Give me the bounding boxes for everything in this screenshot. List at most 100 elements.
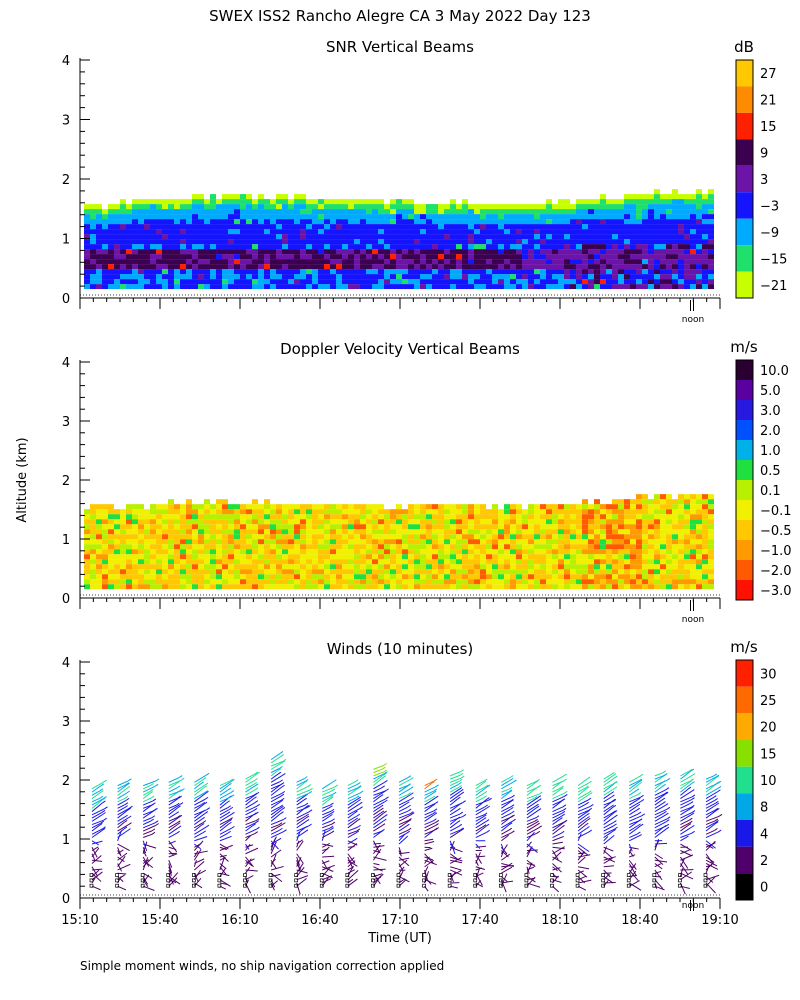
heatmap-cell	[498, 274, 504, 280]
heatmap-cell	[216, 549, 222, 555]
heatmap-cell	[288, 554, 294, 560]
colorbar-label: 10.0	[760, 364, 789, 379]
heatmap-cell	[246, 284, 252, 290]
heatmap-cell	[288, 514, 294, 520]
heatmap-cell	[594, 584, 600, 590]
heatmap-cell	[444, 214, 450, 220]
heatmap-cell	[558, 569, 564, 575]
heatmap-cell	[90, 529, 96, 535]
heatmap-cell	[108, 274, 114, 280]
heatmap-cell	[600, 279, 606, 285]
heatmap-cell	[336, 249, 342, 255]
heatmap-cell	[264, 499, 270, 505]
heatmap-cell	[324, 519, 330, 525]
heatmap-cell	[558, 239, 564, 245]
wind-barb	[449, 793, 462, 803]
heatmap-cell	[360, 539, 366, 545]
heatmap-cell	[408, 259, 414, 265]
heatmap-cell	[294, 584, 300, 590]
heatmap-cell	[690, 279, 696, 285]
heatmap-cell	[228, 569, 234, 575]
heatmap-cell	[390, 519, 396, 525]
heatmap-cell	[582, 284, 588, 290]
heatmap-cell	[156, 534, 162, 540]
wind-barb	[552, 775, 564, 783]
heatmap-cell	[552, 244, 558, 250]
heatmap-cell	[378, 274, 384, 280]
heatmap-cell	[378, 249, 384, 255]
heatmap-cell	[390, 269, 396, 275]
heatmap-cell	[444, 224, 450, 230]
heatmap-cell	[378, 214, 384, 220]
heatmap-cell	[708, 189, 714, 195]
heatmap-cell	[162, 584, 168, 590]
heatmap-cell	[228, 249, 234, 255]
heatmap-cell	[474, 559, 480, 565]
heatmap-cell	[192, 249, 198, 255]
heatmap-cell	[600, 529, 606, 535]
heatmap-cell	[312, 269, 318, 275]
heatmap-cell	[642, 584, 648, 590]
heatmap-cell	[330, 569, 336, 575]
wind-marker	[371, 873, 375, 877]
heatmap-cell	[666, 494, 672, 500]
heatmap-cell	[276, 564, 282, 570]
heatmap-cell	[228, 574, 234, 580]
heatmap-cell	[528, 214, 534, 220]
heatmap-cell	[318, 219, 324, 225]
wind-barb	[449, 789, 460, 796]
heatmap-cell	[270, 244, 276, 250]
wind-barb	[501, 832, 512, 838]
heatmap-cell	[678, 524, 684, 530]
heatmap-cell	[534, 214, 540, 220]
heatmap-cell	[198, 554, 204, 560]
wind-barb-tick	[125, 797, 130, 801]
heatmap-cell	[558, 519, 564, 525]
wind-barb	[526, 822, 537, 829]
heatmap-cell	[456, 579, 462, 585]
heatmap-cell	[462, 249, 468, 255]
wind-barb-tick	[486, 829, 490, 833]
wind-barb-tick	[329, 796, 334, 800]
heatmap-cell	[186, 234, 192, 240]
heatmap-cell	[606, 529, 612, 535]
wind-barb	[373, 816, 385, 825]
wind-barb-tick	[279, 779, 283, 783]
heatmap-cell	[168, 264, 174, 270]
heatmap-cell	[120, 219, 126, 225]
heatmap-cell	[690, 514, 696, 520]
heatmap-cell	[564, 244, 570, 250]
heatmap-cell	[504, 559, 510, 565]
heatmap-cell	[240, 214, 246, 220]
heatmap-cell	[588, 554, 594, 560]
heatmap-cell	[234, 514, 240, 520]
heatmap-cell	[684, 584, 690, 590]
heatmap-cell	[144, 549, 150, 555]
heatmap-cell	[618, 264, 624, 270]
heatmap-cell	[432, 214, 438, 220]
wind-barb-tick	[410, 812, 415, 816]
heatmap-cell	[366, 214, 372, 220]
wind-barb-tick	[433, 788, 438, 792]
wind-barb-tick	[202, 830, 207, 834]
heatmap-cell	[414, 564, 420, 570]
wind-barb	[219, 820, 230, 829]
wind-marker	[396, 883, 401, 888]
heatmap-cell	[708, 204, 714, 210]
heatmap-cell	[588, 539, 594, 545]
heatmap-cell	[312, 509, 318, 515]
heatmap-cell	[282, 229, 288, 235]
heatmap-cell	[654, 284, 660, 290]
heatmap-cell	[492, 224, 498, 230]
heatmap-cell	[150, 574, 156, 580]
heatmap-cell	[660, 199, 666, 205]
heatmap-cell	[378, 269, 384, 275]
heatmap-cell	[90, 249, 96, 255]
heatmap-cell	[468, 529, 474, 535]
heatmap-cell	[642, 534, 648, 540]
heatmap-cell	[708, 499, 714, 505]
heatmap-cell	[672, 519, 678, 525]
heatmap-cell	[672, 584, 678, 590]
heatmap-cell	[438, 529, 444, 535]
colorbar-label: 3	[760, 173, 768, 188]
